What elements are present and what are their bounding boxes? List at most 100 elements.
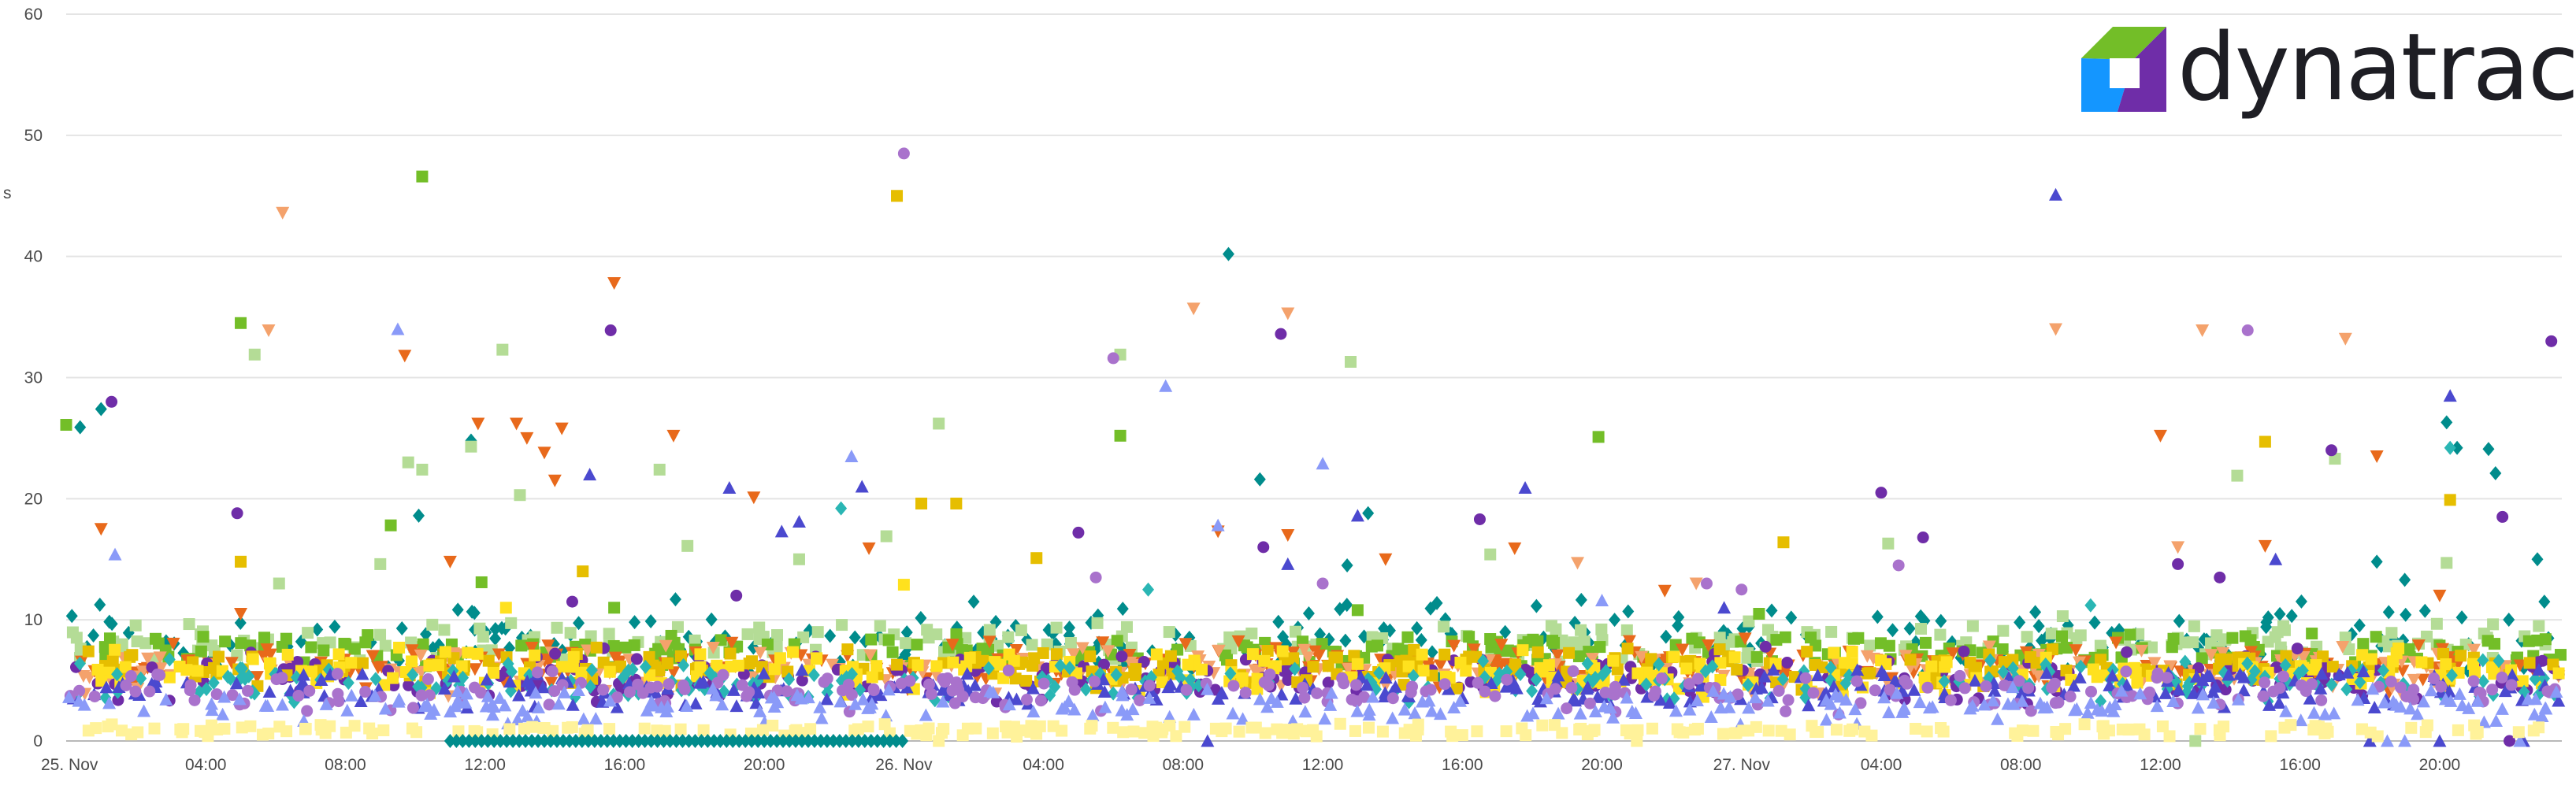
data-point <box>752 685 766 698</box>
y-tick-label: 30 <box>24 369 43 387</box>
data-point <box>2357 638 2370 650</box>
data-point <box>585 662 598 677</box>
data-point <box>878 718 891 731</box>
baseline-point <box>633 734 645 748</box>
data-point <box>2103 700 2117 713</box>
data-point <box>498 698 512 712</box>
data-point <box>2495 702 2509 715</box>
y-tick-label: 50 <box>24 127 43 145</box>
data-point <box>1938 674 1951 689</box>
data-point <box>911 639 923 651</box>
data-point <box>1699 664 1712 679</box>
data-point <box>921 624 934 636</box>
data-point <box>1501 673 1513 686</box>
data-point <box>468 663 482 676</box>
data-point <box>1063 620 1076 635</box>
data-point <box>2015 694 2029 707</box>
data-point <box>366 650 380 663</box>
series-6 <box>62 322 2563 747</box>
outlier-point <box>416 170 429 183</box>
data-point <box>2214 729 2226 742</box>
data-points <box>60 147 2567 748</box>
data-point <box>930 660 943 672</box>
data-point <box>891 658 904 671</box>
data-point <box>1886 623 1899 638</box>
outlier-point <box>1211 518 1225 532</box>
outlier-point <box>666 429 681 443</box>
data-point <box>2477 715 2491 728</box>
data-point <box>726 683 741 696</box>
data-point <box>258 698 273 712</box>
data-point <box>1583 697 1596 709</box>
data-point <box>597 683 610 696</box>
data-point <box>250 671 264 684</box>
data-point <box>1179 720 1191 733</box>
data-point <box>2411 639 2426 653</box>
data-point <box>1581 680 1595 694</box>
data-point <box>815 711 829 724</box>
data-point <box>1807 687 1820 699</box>
data-point <box>1079 682 1092 697</box>
data-point <box>2050 725 2062 738</box>
data-point <box>1239 687 1252 699</box>
data-point <box>2006 654 2019 666</box>
data-point <box>1253 692 1267 706</box>
data-point <box>109 643 121 656</box>
data-point <box>1782 694 1795 706</box>
data-point <box>2377 663 2389 678</box>
data-point <box>371 661 385 675</box>
data-point <box>439 646 451 658</box>
outlier-point <box>2444 494 2456 506</box>
data-point <box>1020 675 1033 687</box>
outlier-point <box>1341 557 1353 572</box>
data-point <box>1588 704 1602 717</box>
outlier-point <box>2513 734 2527 747</box>
data-point <box>103 614 116 629</box>
data-point <box>1854 697 1867 709</box>
data-point <box>112 694 124 706</box>
data-point <box>2411 707 2425 720</box>
data-point <box>1233 725 1245 738</box>
data-point <box>862 720 874 733</box>
data-point <box>2523 657 2536 669</box>
data-point <box>1091 617 1104 629</box>
data-point <box>1434 659 1448 672</box>
data-point <box>2549 685 2563 698</box>
data-point <box>2088 615 2101 630</box>
data-point <box>1825 625 1838 638</box>
data-point <box>354 695 368 708</box>
data-point <box>2192 661 2205 674</box>
data-point <box>1568 636 1580 649</box>
data-point <box>2067 679 2081 692</box>
data-point <box>639 659 651 674</box>
data-point <box>1002 664 1015 676</box>
data-point <box>820 692 834 706</box>
data-point <box>2314 667 2329 680</box>
data-point <box>468 681 481 694</box>
data-point <box>319 697 333 710</box>
data-point <box>1308 645 1322 658</box>
data-point <box>2161 672 2173 684</box>
data-point <box>2445 668 2458 683</box>
data-point <box>2188 620 2200 632</box>
data-point <box>845 667 858 682</box>
data-point <box>2279 658 2292 672</box>
data-point <box>512 688 526 702</box>
data-point <box>2440 658 2452 671</box>
baseline-point <box>670 734 682 748</box>
data-point <box>163 652 176 667</box>
data-point <box>1125 683 1138 696</box>
data-point <box>1742 701 1756 714</box>
data-point <box>2512 726 2525 739</box>
data-point <box>2382 605 2395 620</box>
data-point <box>73 684 86 697</box>
data-point <box>99 680 113 694</box>
data-point <box>1996 643 2009 656</box>
data-point <box>2074 659 2087 674</box>
data-point <box>216 707 230 720</box>
data-point <box>607 639 620 652</box>
data-point <box>1550 649 1565 662</box>
outlier-point <box>2370 554 2383 569</box>
data-point <box>1882 706 1896 719</box>
outlier-point <box>607 277 622 291</box>
